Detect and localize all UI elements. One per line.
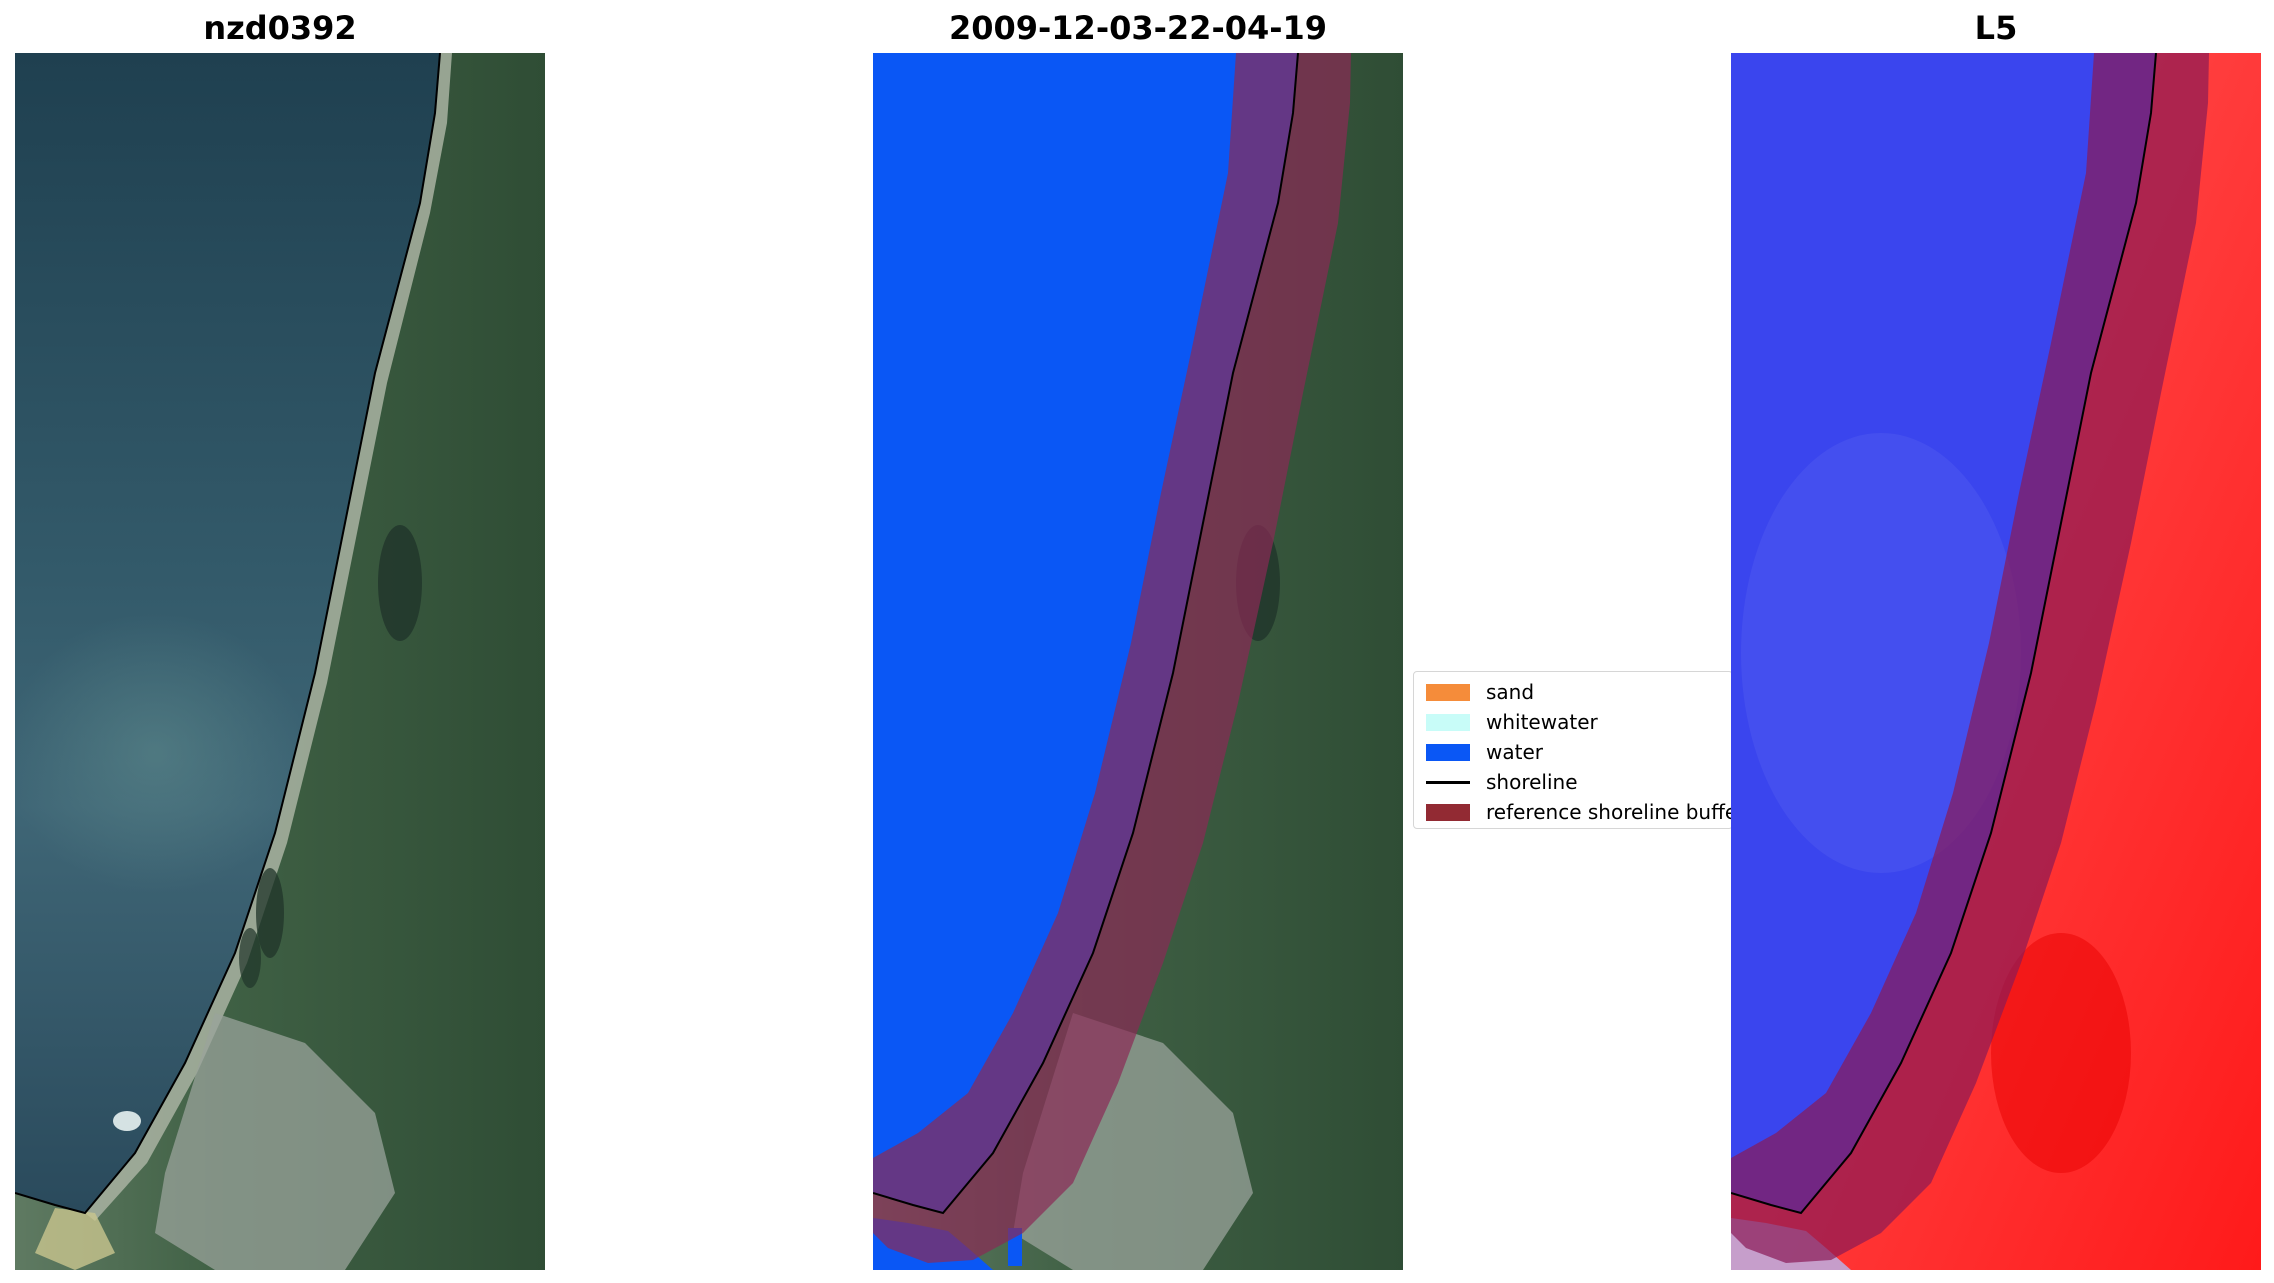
- legend-item-water: water: [1426, 737, 1732, 767]
- dark-patch: [256, 868, 284, 958]
- index-texture: [1991, 933, 2131, 1173]
- dark-patch: [239, 928, 261, 988]
- legend-label: reference shoreline buffer: [1486, 800, 1733, 824]
- legend-swatch: [1426, 743, 1470, 761]
- panel-title-satellite: nzd0392: [203, 9, 357, 47]
- panel-title-index: L5: [1974, 9, 2018, 47]
- legend-swatch: [1426, 683, 1470, 701]
- sand-area: [35, 1208, 115, 1270]
- satellite-image-panel: [15, 53, 545, 1270]
- legend: sand whitewater water shoreline referenc…: [1413, 671, 1733, 829]
- classified-image-panel: [873, 53, 1403, 1270]
- shoreline-line: [15, 53, 441, 1215]
- dark-patch: [378, 525, 422, 641]
- legend-item-whitewater: whitewater: [1426, 707, 1732, 737]
- shoreline-line: [873, 53, 1299, 1215]
- panel-title-classified: 2009-12-03-22-04-19: [948, 9, 1328, 47]
- legend-label: whitewater: [1486, 710, 1598, 734]
- legend-item-reference-shoreline-buffer: reference shoreline buffer: [1426, 797, 1732, 827]
- classified-image: [873, 53, 1403, 1270]
- town-area: [155, 1013, 395, 1270]
- reference-shoreline-buffer: [1731, 53, 2209, 1263]
- whitewater-patch: [113, 1111, 141, 1131]
- index-image-panel: [1731, 53, 2261, 1270]
- legend-swatch: [1426, 803, 1470, 821]
- legend-label: shoreline: [1486, 770, 1578, 794]
- legend-item-shoreline: shoreline: [1426, 767, 1732, 797]
- legend-label: sand: [1486, 680, 1535, 704]
- index-texture: [1741, 433, 2021, 873]
- legend-swatch: [1426, 713, 1470, 731]
- sediment-plume: [15, 613, 305, 893]
- satellite-image: [15, 53, 545, 1270]
- legend-swatch: [1426, 774, 1470, 791]
- water-class-area: [873, 53, 1298, 1213]
- legend-label: water: [1486, 740, 1543, 764]
- water-index-area: [1731, 53, 2156, 1213]
- index-image: [1731, 53, 2261, 1270]
- reference-shoreline-buffer: [873, 53, 1351, 1263]
- shoreline-line: [1731, 53, 2157, 1215]
- legend-item-sand: sand: [1426, 677, 1732, 707]
